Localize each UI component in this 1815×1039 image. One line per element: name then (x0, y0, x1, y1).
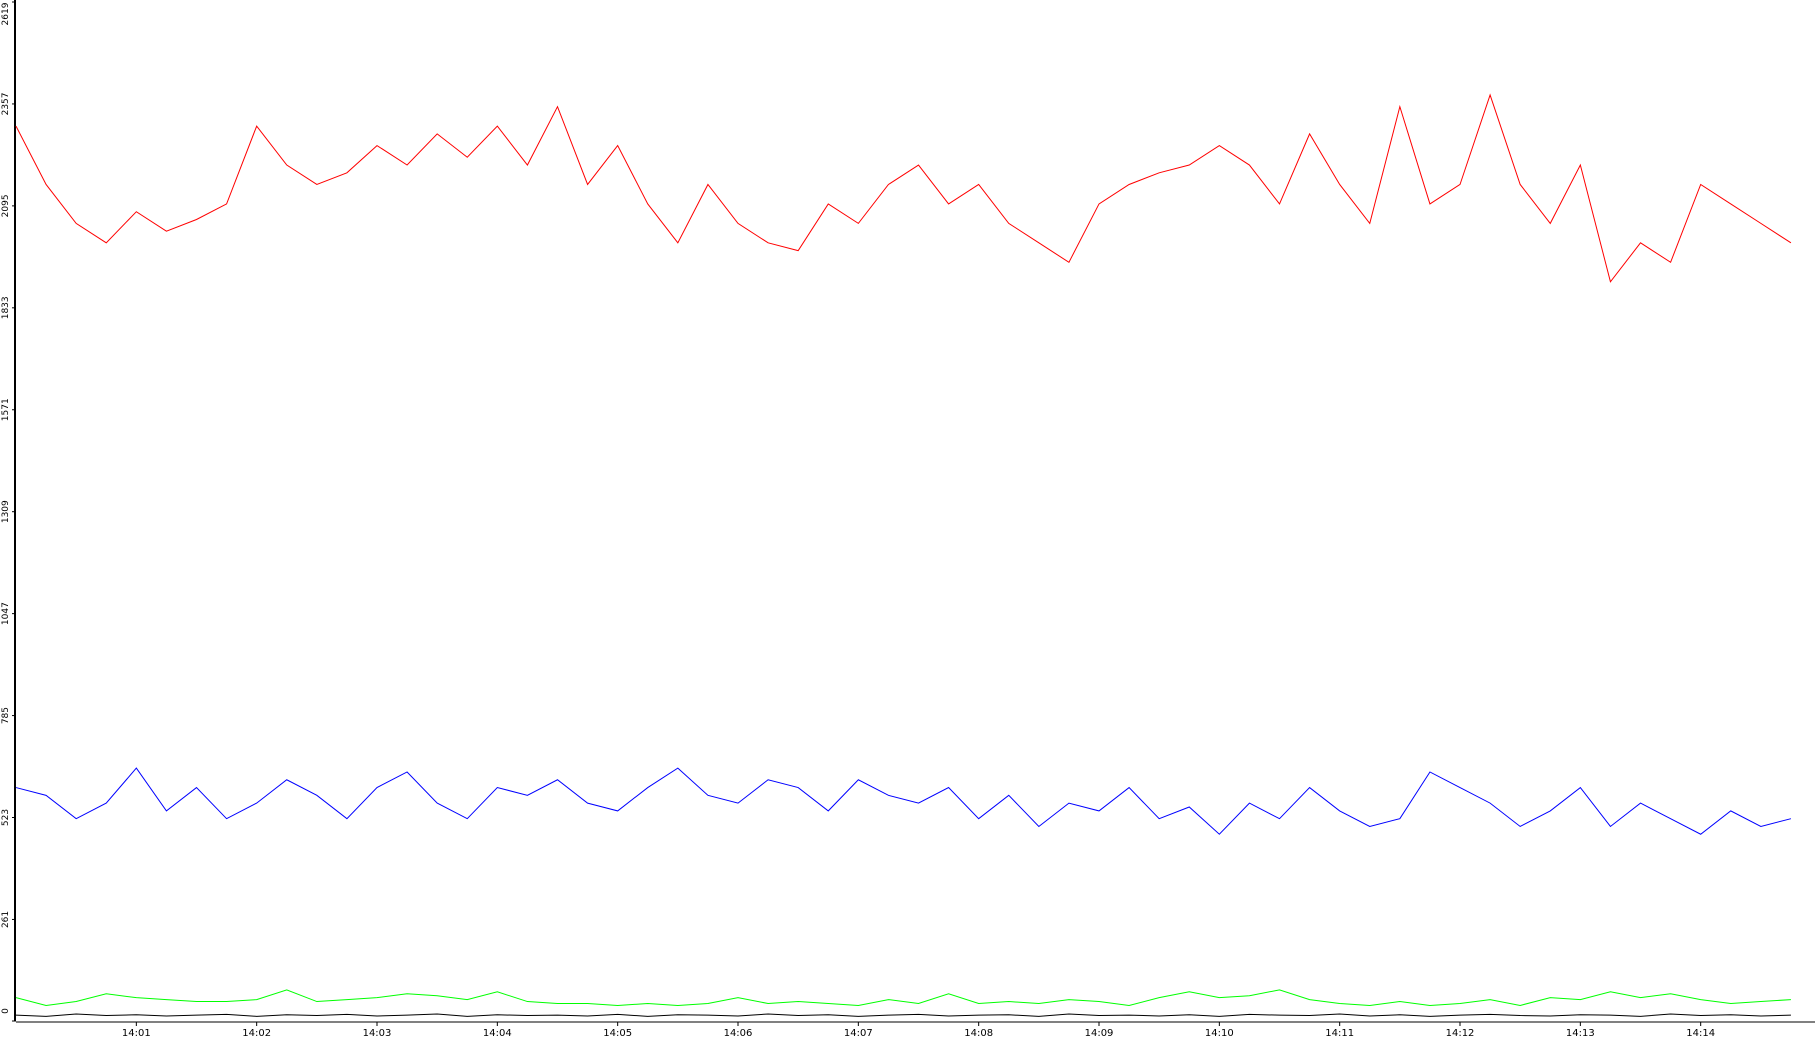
x-tick-label: 14:04 (483, 1028, 512, 1039)
y-tick-label: 261 (1, 911, 11, 928)
x-tick-label: 14:09 (1085, 1028, 1114, 1039)
x-tick-label: 14:10 (1205, 1028, 1234, 1039)
y-tick-label: 2619 (1, 2, 11, 25)
x-tick-label: 14:14 (1686, 1028, 1715, 1039)
x-tick-label: 14:12 (1446, 1028, 1475, 1039)
x-tick-label: 14:01 (122, 1028, 151, 1039)
x-tick-label: 14:11 (1325, 1028, 1354, 1039)
y-tick-label: 2095 (1, 194, 11, 217)
y-tick-label: 1833 (1, 296, 11, 319)
y-tick-label: 1309 (1, 500, 11, 523)
y-tick-label: 523 (1, 809, 11, 826)
y-tick-label: 1571 (1, 398, 11, 421)
series-line (15, 1013, 1791, 1017)
y-tick-label: 0 (1, 1008, 11, 1014)
x-tick-label: 14:02 (242, 1028, 271, 1039)
y-tick-label: 1047 (1, 602, 11, 625)
series-line (15, 989, 1791, 1006)
y-tick-label: 785 (1, 707, 11, 724)
series-line (15, 767, 1792, 835)
x-tick-label: 14:03 (363, 1028, 392, 1039)
x-tick-label: 14:07 (844, 1028, 873, 1039)
x-tick-label: 14:06 (724, 1028, 753, 1039)
x-tick-label: 14:13 (1566, 1028, 1595, 1039)
x-tick-label: 14:05 (603, 1028, 632, 1039)
x-tick-label: 14:08 (964, 1028, 993, 1039)
y-tick-label: 2357 (1, 92, 11, 115)
series-line (15, 93, 1792, 283)
